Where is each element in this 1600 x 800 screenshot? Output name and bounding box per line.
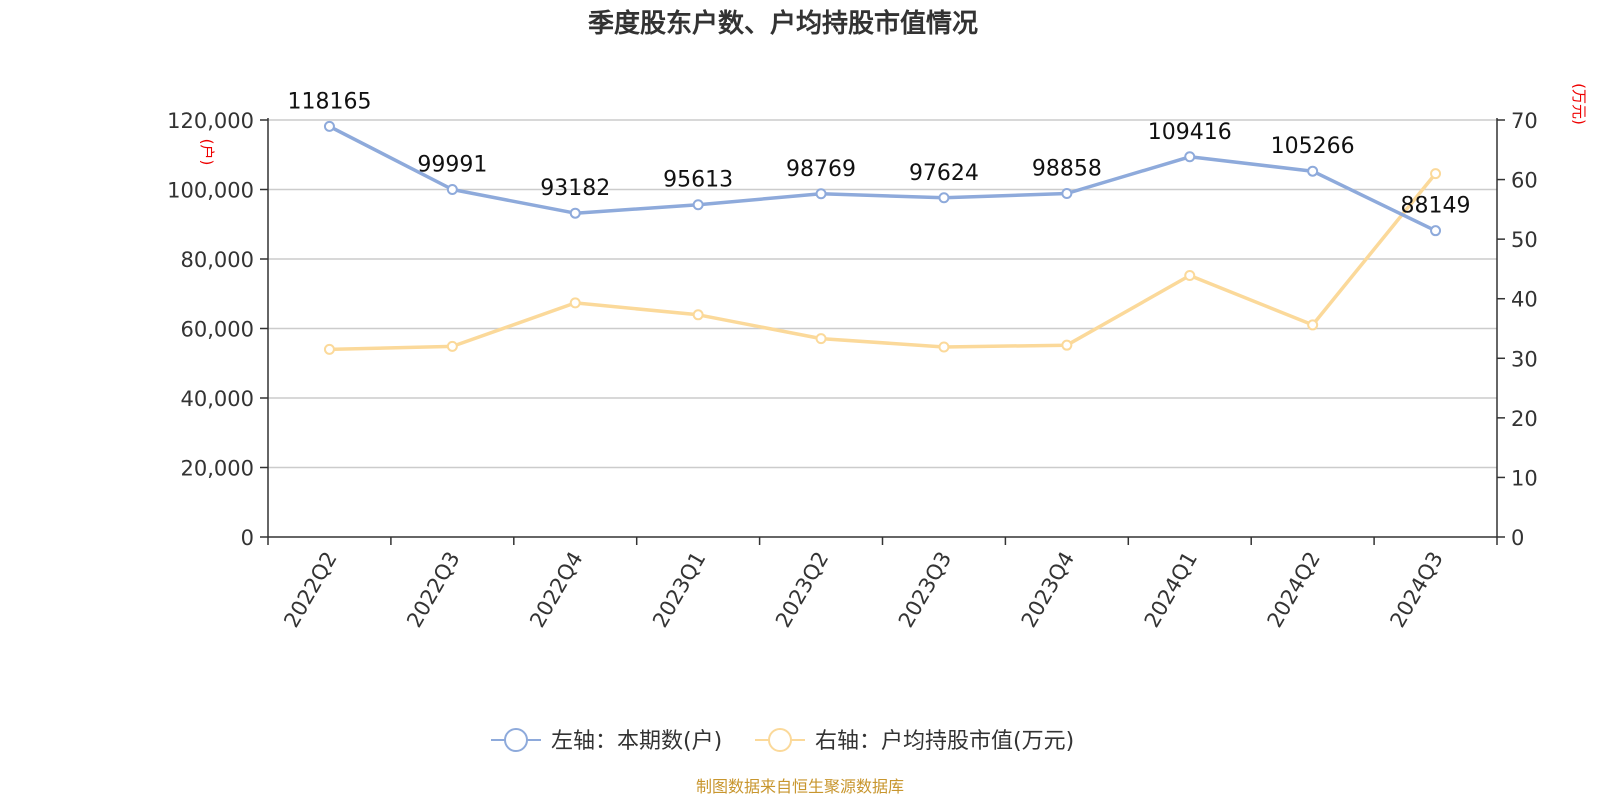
- legend-left-label: 左轴：本期数(户): [551, 729, 722, 754]
- data-point-left[interactable]: [1307, 165, 1319, 177]
- left-tick-label: 40,000: [181, 387, 254, 411]
- data-point-left[interactable]: [1430, 225, 1442, 237]
- legend-item-right-series[interactable]: 右轴：户均持股市值(万元): [755, 728, 1074, 754]
- right-tick-label: 10: [1511, 466, 1538, 490]
- right-tick-label: 0: [1511, 526, 1524, 550]
- data-point-right[interactable]: [692, 309, 704, 321]
- left-tick-label: 80,000: [181, 248, 254, 272]
- left-tick-label: 20,000: [181, 457, 254, 481]
- x-tick-label: 2022Q2: [279, 548, 341, 632]
- data-label: 95613: [663, 168, 733, 193]
- data-point-right[interactable]: [1061, 339, 1073, 351]
- x-tick-label: 2023Q3: [894, 548, 956, 632]
- data-point-left[interactable]: [815, 188, 827, 200]
- x-tick-label: 2023Q1: [648, 548, 710, 632]
- data-label: 98858: [1032, 156, 1102, 181]
- data-source: 制图数据来自恒生聚源数据库: [696, 777, 904, 796]
- data-point-right[interactable]: [323, 343, 335, 355]
- x-tick-label: 2023Q4: [1017, 548, 1079, 632]
- left-tick-label: 120,000: [167, 109, 254, 133]
- data-point-left[interactable]: [569, 207, 581, 219]
- chart-title: 季度股东户数、户均持股市值情况: [588, 8, 978, 39]
- data-point-left[interactable]: [446, 184, 458, 196]
- x-tick-label: 2022Q3: [402, 548, 464, 632]
- left-tick-label: 100,000: [167, 179, 254, 203]
- x-tick-label: 2024Q2: [1263, 548, 1325, 632]
- right-tick-label: 60: [1511, 169, 1538, 193]
- data-point-left[interactable]: [692, 199, 704, 211]
- right-axis-unit: (万元): [1570, 83, 1588, 125]
- right-tick-label: 40: [1511, 288, 1538, 312]
- x-tick-label: 2024Q1: [1140, 548, 1202, 632]
- data-point-left[interactable]: [1061, 187, 1073, 199]
- data-point-left[interactable]: [1184, 151, 1196, 163]
- grid-lines: [268, 119, 1497, 469]
- data-label: 118165: [287, 89, 371, 114]
- data-point-right[interactable]: [815, 333, 827, 345]
- left-tick-label: 60,000: [181, 318, 254, 342]
- series-line-left: [328, 124, 1437, 233]
- data-labels: 118165 99991 93182 95613 98769 97624 98858 1094…: [287, 89, 1470, 218]
- x-tick-label: 2024Q3: [1385, 548, 1447, 632]
- data-label: 93182: [540, 176, 610, 201]
- data-label: 109416: [1148, 120, 1232, 145]
- data-point-right[interactable]: [446, 340, 458, 352]
- series-line-right: [329, 172, 1437, 352]
- legend-item-left-series[interactable]: 左轴：本期数(户): [491, 728, 722, 754]
- left-axis-unit: (户): [198, 139, 216, 166]
- data-point-right[interactable]: [569, 297, 581, 309]
- right-tick-label: 70: [1511, 109, 1538, 133]
- legend-right-label: 右轴：户均持股市值(万元): [815, 729, 1074, 754]
- data-label: 98769: [786, 157, 856, 182]
- left-tick-label: 0: [241, 526, 254, 550]
- legend-right-marker: [768, 728, 792, 752]
- right-tick-label: 30: [1511, 347, 1538, 371]
- legend-left-marker: [504, 728, 528, 752]
- data-label: 105266: [1271, 134, 1355, 159]
- data-point-right[interactable]: [1184, 269, 1196, 281]
- x-tick-label: 2022Q4: [525, 548, 587, 632]
- axes: 0 20,000 40,000 60,000 80,000 100,000 120,000 0…: [167, 109, 1538, 632]
- data-point-left[interactable]: [323, 120, 335, 132]
- right-tick-label: 20: [1511, 407, 1538, 431]
- data-label: 99991: [417, 153, 487, 178]
- data-label: 88149: [1401, 194, 1471, 219]
- data-point-right[interactable]: [1430, 168, 1442, 180]
- right-tick-label: 50: [1511, 228, 1538, 252]
- data-point-right[interactable]: [938, 341, 950, 353]
- data-point-right[interactable]: [1307, 319, 1319, 331]
- series-layer: [323, 120, 1442, 355]
- data-label: 97624: [909, 161, 979, 186]
- legend[interactable]: 左轴：本期数(户) 右轴：户均持股市值(万元): [491, 728, 1074, 754]
- x-tick-label: 2023Q2: [771, 548, 833, 632]
- data-point-left[interactable]: [938, 192, 950, 204]
